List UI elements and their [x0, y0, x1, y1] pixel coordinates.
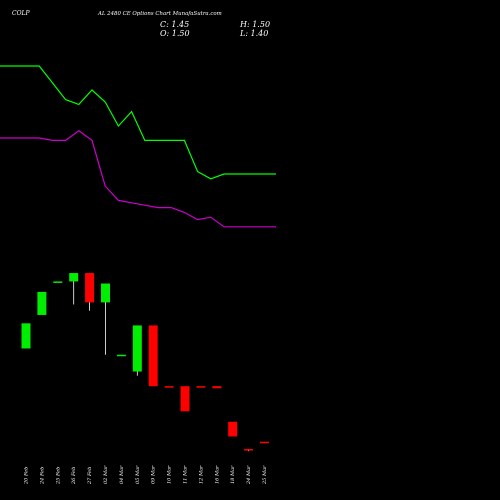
- chart-title: AL 2480 CE Options Chart MunafaSutra.com: [97, 11, 222, 17]
- x-tick-label: 10 Mar: [167, 465, 173, 484]
- candle-body: [101, 283, 110, 303]
- x-tick-label: 11 Mar: [183, 465, 189, 484]
- candle-body: [69, 273, 79, 282]
- candle-body: [132, 325, 142, 372]
- x-axis-ticks: 20 Feb 24 Feb 25 Feb 26 Feb 27 Feb 02 Mar 04 M…: [24, 465, 269, 485]
- x-tick-label: 25 Mar: [262, 465, 268, 485]
- x-tick-label: 18 Mar: [230, 465, 236, 484]
- candle-body: [148, 325, 158, 387]
- candle-body: [164, 386, 174, 388]
- candles-group: [21, 273, 269, 452]
- candle-body: [53, 281, 63, 283]
- candle-body: [244, 449, 254, 451]
- candle-body: [228, 421, 238, 437]
- x-tick-label: 16 Mar: [214, 465, 220, 484]
- lower-indicator-line: [0, 130, 276, 228]
- x-tick-label: 09 Mar: [151, 465, 157, 484]
- x-tick-label: 02 Mar: [103, 465, 109, 484]
- candle-body: [116, 354, 126, 357]
- low-price-label: L: 1.40: [239, 29, 268, 38]
- candle-body: [260, 441, 269, 444]
- candle-body: [196, 386, 206, 388]
- candle-body: [212, 386, 222, 389]
- chart-symbol: COLP: [12, 10, 30, 17]
- x-tick-label: 04 Mar: [119, 465, 125, 484]
- candle-body: [180, 386, 190, 412]
- candle-body: [21, 323, 31, 349]
- x-tick-label: 05 Mar: [135, 465, 141, 484]
- open-price-label: O: 1.50: [160, 29, 190, 38]
- x-tick-label: 20 Feb: [24, 467, 30, 485]
- close-price-label: C: 1.45: [160, 20, 189, 29]
- x-tick-label: 26 Feb: [71, 467, 77, 485]
- high-price-label: H: 1.50: [239, 20, 270, 29]
- x-tick-label: 25 Feb: [55, 467, 61, 485]
- upper-indicator-line: [0, 65, 276, 180]
- candle-body: [37, 291, 47, 315]
- x-tick-label: 24 Mar: [246, 465, 252, 485]
- x-tick-label: 27 Feb: [87, 467, 93, 485]
- candle-body: [85, 273, 95, 303]
- x-tick-label: 24 Feb: [39, 467, 45, 485]
- x-tick-label: 12 Mar: [198, 465, 204, 484]
